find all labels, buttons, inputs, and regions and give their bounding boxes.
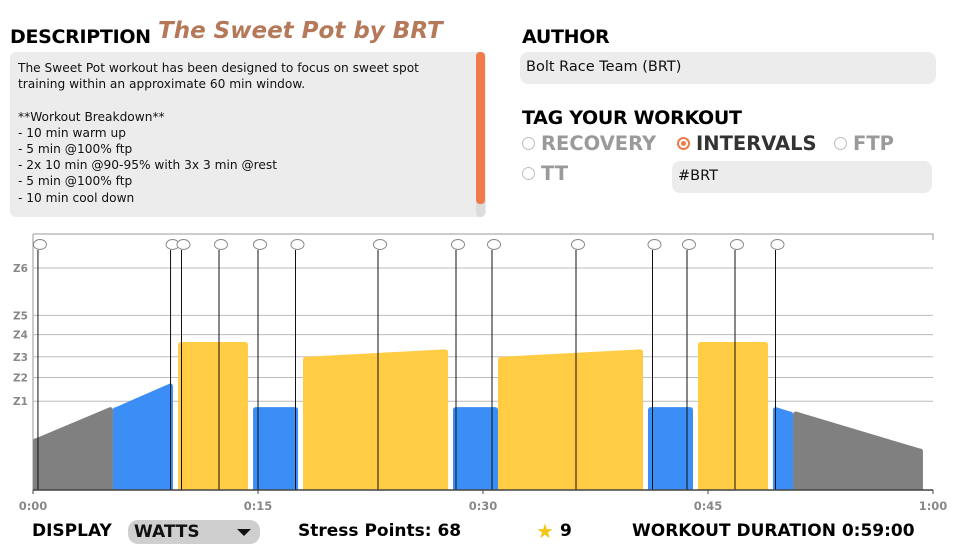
marker-bubble-icon[interactable] [253,239,267,250]
radio-checked-icon[interactable] [677,137,690,150]
workout-chart[interactable]: Z1 Z2 Z3 Z4 Z5 Z6 0:00 0:15 0:30 0:45 1:00 [0,228,959,520]
marker-bubble-icon[interactable] [290,239,305,250]
marker-bubble-icon[interactable] [682,239,696,250]
zone-label: Z3 [13,352,28,364]
interval-block[interactable] [112,383,173,490]
custom-tag-input[interactable]: #BRT [672,161,932,193]
marker-bubble-icon[interactable] [373,239,387,250]
author-field[interactable]: Bolt Race Team (BRT) [520,52,936,84]
interval-block[interactable] [648,407,693,490]
marker-bubble-icon[interactable] [730,239,744,250]
zone-label: Z5 [13,310,28,322]
tag-intervals-label: INTERVALS [696,132,817,155]
tag-recovery-label: RECOVERY [541,132,657,155]
marker-bubble-icon[interactable] [176,239,191,250]
interval-block[interactable] [178,342,248,490]
marker-bubble-icon[interactable] [32,239,47,250]
description-heading: DESCRIPTION [10,26,151,48]
interval-block[interactable] [303,349,449,490]
display-mode-value: WATTS [134,522,200,542]
zone-label: Z1 [13,396,28,408]
interval-block[interactable] [253,407,299,490]
stress-points: Stress Points: 68 [298,521,462,541]
x-tick-label: 1:00 [919,499,948,513]
zone-label: Z4 [13,330,28,342]
interval-block[interactable] [33,407,113,490]
chevron-down-icon [237,529,251,536]
marker-bubble-icon[interactable] [451,239,465,250]
tag-ftp-label: FTP [853,132,894,155]
tag-ftp-radio[interactable]: FTP [834,132,894,155]
tag-tt-label: TT [541,162,569,185]
radio-unchecked-icon[interactable] [834,137,847,150]
zone-label: Z6 [13,263,28,275]
tag-intervals-radio[interactable]: INTERVALS [677,132,817,155]
star-count: 9 [560,521,572,541]
display-mode-select[interactable]: WATTS [128,520,260,544]
workout-name-title: The Sweet Pot by BRT [158,18,443,44]
radio-unchecked-icon[interactable] [522,137,535,150]
radio-unchecked-icon[interactable] [522,167,535,180]
zone-label: Z2 [13,373,28,385]
star-icon: ★ [536,519,554,543]
description-textarea[interactable]: The Sweet Pot workout has been designed … [10,52,486,217]
workout-duration: WORKOUT DURATION 0:59:00 [632,521,915,541]
scrollbar-thumb[interactable] [476,52,485,204]
tag-tt-radio[interactable]: TT [522,162,568,185]
chart-top-border [33,233,934,240]
interval-block[interactable] [772,407,794,490]
display-label: DISPLAY [32,521,112,541]
description-text[interactable]: The Sweet Pot workout has been designed … [18,61,419,205]
x-tick-label: 0:30 [469,499,498,513]
marker-bubble-icon[interactable] [571,239,585,250]
marker-bubble-icon[interactable] [647,239,662,250]
x-tick-label: 0:45 [694,499,723,513]
description-scrollbar[interactable] [476,52,485,217]
interval-block[interactable] [697,342,768,490]
marker-bubble-icon[interactable] [214,239,228,250]
marker-bubble-icon[interactable] [770,239,785,250]
interval-block[interactable] [793,411,923,490]
tag-workout-heading: TAG YOUR WORKOUT [522,107,742,129]
x-tick-label: 0:15 [244,499,273,513]
x-tick-label: 0:00 [19,499,48,513]
interval-block[interactable] [453,407,498,490]
author-heading: AUTHOR [522,26,610,48]
tag-recovery-radio[interactable]: RECOVERY [522,132,656,155]
interval-block[interactable] [498,349,644,490]
marker-bubble-icon[interactable] [487,239,501,250]
